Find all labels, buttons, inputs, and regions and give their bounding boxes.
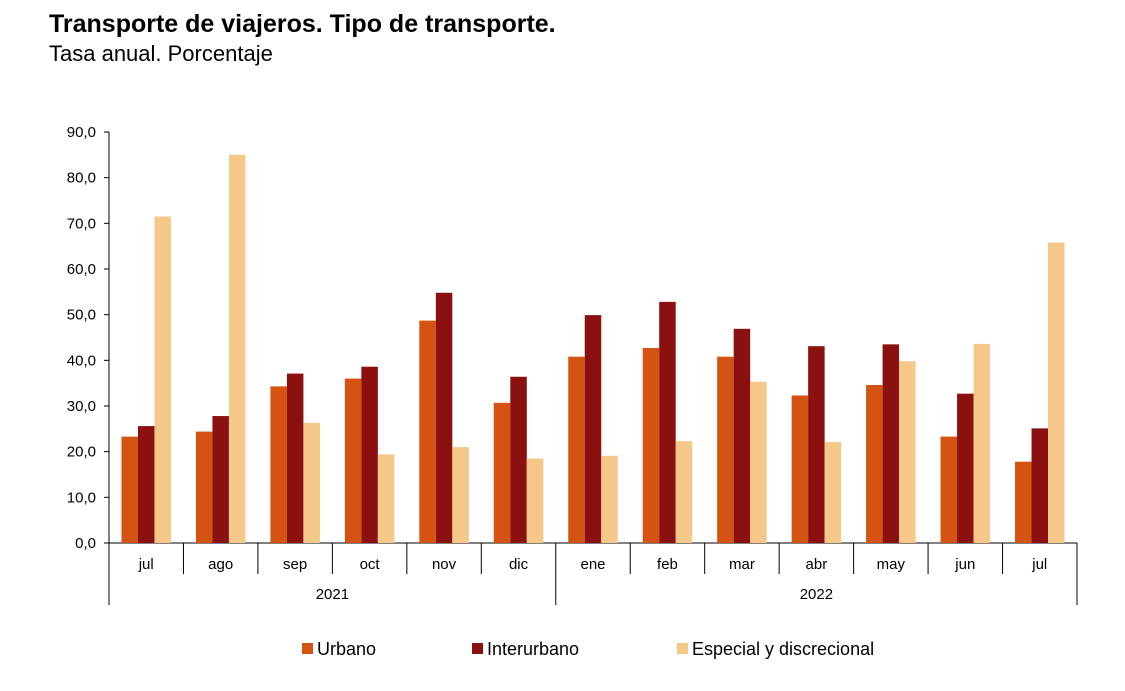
y-tick-label: 80,0 [67,170,96,187]
legend-label: Interurbano [487,639,579,659]
bar-urbano-10 [866,384,883,543]
y-tick-label: 60,0 [67,261,96,278]
bar-especial-y-discrecional-6 [601,455,618,543]
bar-interurbano-12 [1031,428,1049,543]
bar-interurbano-5 [510,376,527,543]
bar-especial-y-discrecional-8 [750,381,767,543]
bar-urbano-1 [195,431,213,543]
bar-urbano-5 [493,402,511,543]
legend-swatch [472,643,483,654]
x-category-label: feb [657,556,678,573]
bar-urbano-11 [940,436,958,543]
bar-urbano-9 [791,395,809,543]
chart-title: Transporte de viajeros. Tipo de transpor… [49,10,556,38]
chart-subtitle: Tasa anual. Porcentaje [49,41,273,66]
y-tick-label: 30,0 [67,398,96,415]
bar-interurbano-8 [733,328,751,543]
y-tick-label: 20,0 [67,444,96,461]
bar-especial-y-discrecional-12 [1048,242,1065,543]
x-category-label: jul [138,556,154,573]
bar-especial-y-discrecional-5 [526,458,544,543]
x-category-label: sep [283,556,307,573]
bar-especial-y-discrecional-9 [824,442,842,543]
bar-interurbano-10 [882,344,900,543]
y-tick-label: 0,0 [75,535,96,552]
bar-urbano-12 [1015,461,1032,543]
bar-interurbano-7 [659,301,676,543]
bar-especial-y-discrecional-10 [899,361,916,543]
x-category-label: ago [208,556,233,573]
bar-especial-y-discrecional-1 [228,154,246,544]
bar-interurbano-4 [435,292,453,543]
bar-especial-y-discrecional-0 [154,216,171,543]
legend-label: Urbano [317,639,376,659]
x-category-label: mar [729,556,755,573]
bar-urbano-7 [642,348,660,543]
x-group-label: 2021 [316,586,349,603]
y-tick-label: 50,0 [67,307,96,324]
x-category-label: abr [806,556,828,573]
y-tick-label: 90,0 [67,124,96,141]
x-category-label: jul [1031,556,1047,573]
bar-urbano-3 [344,378,362,543]
bar-especial-y-discrecional-11 [973,343,991,543]
x-category-label: jun [954,556,975,573]
bar-interurbano-1 [212,416,229,543]
x-category-label: may [877,556,906,573]
y-tick-label: 10,0 [67,489,96,506]
bar-urbano-8 [717,356,734,543]
bar-urbano-2 [270,386,287,543]
bar-interurbano-3 [361,366,378,543]
y-tick-label: 70,0 [67,215,96,232]
bar-urbano-4 [419,320,436,543]
x-category-label: dic [509,556,529,573]
x-group-label: 2022 [800,586,833,603]
legend-swatch [677,643,688,654]
y-tick-label: 40,0 [67,352,96,369]
x-category-label: nov [432,556,457,573]
bar-interurbano-11 [957,393,974,543]
bar-urbano-0 [121,436,138,543]
bar-interurbano-0 [137,426,155,543]
legend-label: Especial y discrecional [692,639,874,659]
legend-swatch [302,643,313,654]
bar-especial-y-discrecional-2 [303,422,320,543]
bar-interurbano-6 [584,315,602,543]
bar-especial-y-discrecional-4 [452,447,469,543]
bar-urbano-6 [568,356,585,543]
bar-interurbano-2 [286,373,304,543]
bar-interurbano-9 [808,346,825,543]
bar-especial-y-discrecional-3 [377,454,395,543]
x-category-label: oct [360,556,381,573]
x-category-label: ene [580,556,605,573]
bar-especial-y-discrecional-7 [675,441,693,543]
